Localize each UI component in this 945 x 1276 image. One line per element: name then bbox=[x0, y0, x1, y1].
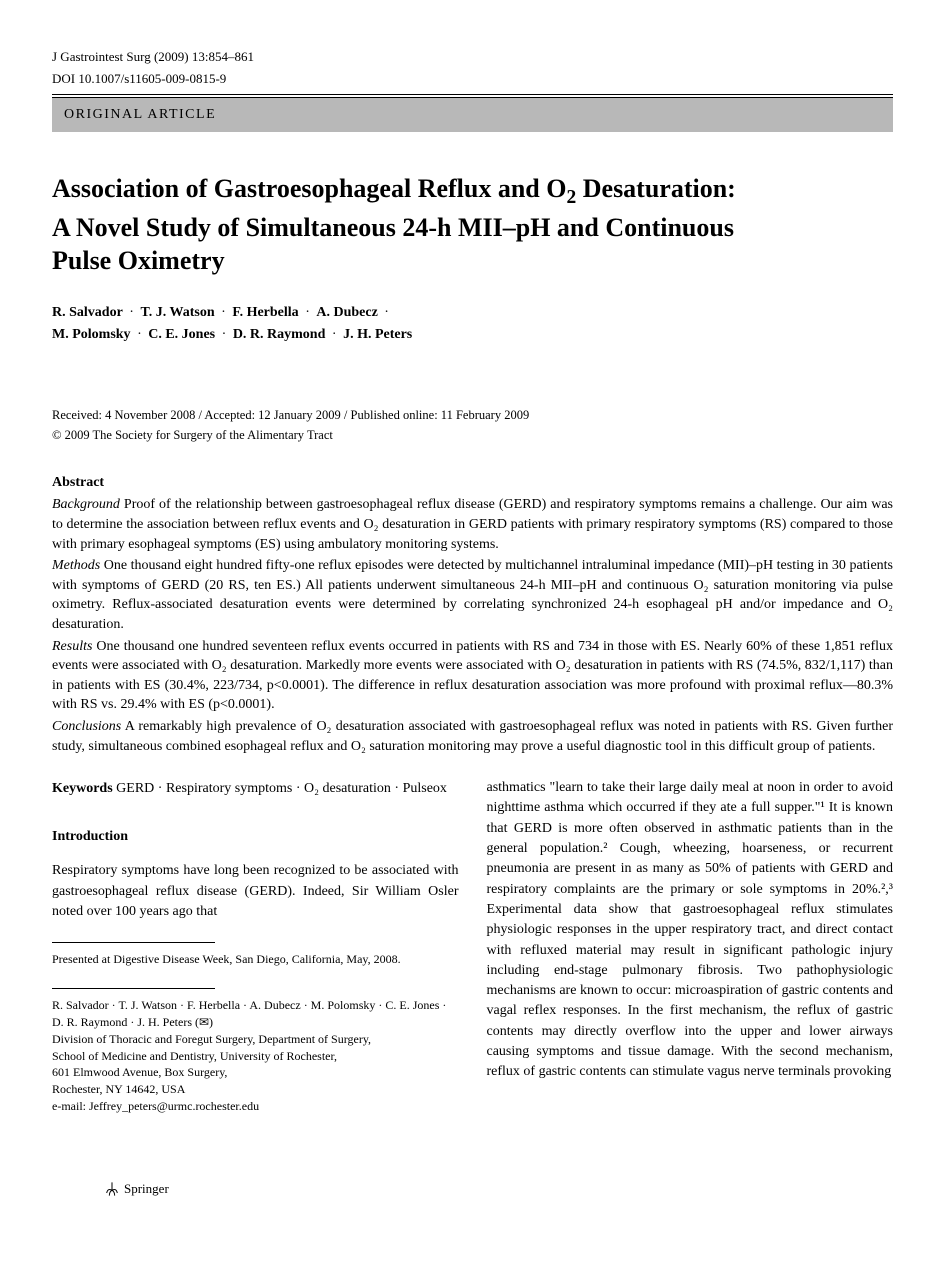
article-type-bar: ORIGINAL ARTICLE bbox=[52, 97, 893, 132]
title-sub: 2 bbox=[567, 187, 577, 208]
title-part1-suffix: Desaturation: bbox=[576, 174, 736, 203]
publisher-name: Springer bbox=[124, 1180, 169, 1198]
footnote-email: e-mail: Jeffrey_peters@urmc.rochester.ed… bbox=[52, 1098, 459, 1115]
footnote-rule-1 bbox=[52, 942, 215, 943]
title-part1: Association of Gastroesophageal Reflux a… bbox=[52, 174, 567, 203]
footnote-affiliation3: 601 Elmwood Avenue, Box Surgery, bbox=[52, 1064, 459, 1081]
footnote-rule-2 bbox=[52, 988, 215, 989]
abstract-methods: Methods One thousand eight hundred fifty… bbox=[52, 556, 893, 634]
footnote-affiliation2: School of Medicine and Dentistry, Univer… bbox=[52, 1048, 459, 1065]
title-line2: A Novel Study of Simultaneous 24-h MII–p… bbox=[52, 213, 734, 242]
right-column: asthmatics "learn to take their large da… bbox=[487, 758, 894, 1115]
footnote-affiliation4: Rochester, NY 14642, USA bbox=[52, 1081, 459, 1098]
introduction-heading: Introduction bbox=[52, 827, 459, 847]
abstract-results-label: Results bbox=[52, 639, 92, 654]
introduction-para-right: asthmatics "learn to take their large da… bbox=[487, 778, 894, 1082]
author: D. R. Raymond bbox=[233, 327, 326, 342]
author: J. H. Peters bbox=[343, 327, 412, 342]
footnote-presented: Presented at Digestive Disease Week, San… bbox=[52, 951, 459, 968]
introduction-para-left: Respiratory symptoms have long been reco… bbox=[52, 861, 459, 922]
footnote-authors: R. Salvador · T. J. Watson · F. Herbella… bbox=[52, 997, 459, 1031]
keywords-block: Keywords GERD · Respiratory symptoms · O… bbox=[52, 778, 459, 799]
abstract-results-text: One thousand one hundred seventeen reflu… bbox=[52, 639, 893, 713]
keywords-label: Keywords bbox=[52, 781, 113, 796]
article-title: Association of Gastroesophageal Reflux a… bbox=[52, 172, 893, 278]
author: M. Polomsky bbox=[52, 327, 131, 342]
author: A. Dubecz bbox=[316, 305, 377, 320]
abstract-heading: Abstract bbox=[52, 473, 893, 493]
dates-line: Received: 4 November 2008 / Accepted: 12… bbox=[52, 407, 893, 425]
copyright-line: © 2009 The Society for Surgery of the Al… bbox=[52, 427, 893, 445]
abstract-conclusions-text: A remarkably high prevalence of O₂ desat… bbox=[52, 719, 893, 754]
abstract-methods-text: One thousand eight hundred fifty-one ref… bbox=[52, 558, 893, 632]
keywords-text: GERD · Respiratory symptoms · O₂ desatur… bbox=[113, 781, 447, 796]
springer-icon bbox=[104, 1181, 120, 1197]
author: C. E. Jones bbox=[148, 327, 215, 342]
page-container: J Gastrointest Surg (2009) 13:854–861 DO… bbox=[52, 48, 893, 1228]
two-column-layout: Keywords GERD · Respiratory symptoms · O… bbox=[52, 758, 893, 1115]
author: R. Salvador bbox=[52, 305, 123, 320]
abstract-conclusions: Conclusions A remarkably high prevalence… bbox=[52, 717, 893, 756]
author: F. Herbella bbox=[232, 305, 298, 320]
abstract-conclusions-label: Conclusions bbox=[52, 719, 121, 734]
footnote-authors-line: R. Salvador · T. J. Watson · F. Herbella… bbox=[52, 998, 446, 1029]
journal-citation: J Gastrointest Surg (2009) 13:854–861 bbox=[52, 48, 893, 66]
author: T. J. Watson bbox=[140, 305, 214, 320]
abstract-background: Background Proof of the relationship bet… bbox=[52, 495, 893, 554]
publisher-logo: Springer bbox=[104, 1180, 169, 1198]
abstract-background-text: Proof of the relationship between gastro… bbox=[52, 497, 893, 551]
abstract-methods-label: Methods bbox=[52, 558, 100, 573]
abstract-results: Results One thousand one hundred sevente… bbox=[52, 637, 893, 715]
header-rule bbox=[52, 94, 893, 95]
authors-block: R. Salvador · T. J. Watson · F. Herbella… bbox=[52, 302, 893, 347]
title-line3: Pulse Oximetry bbox=[52, 246, 225, 275]
footnote-affiliation1: Division of Thoracic and Foregut Surgery… bbox=[52, 1031, 459, 1048]
abstract-background-label: Background bbox=[52, 497, 120, 512]
left-column: Keywords GERD · Respiratory symptoms · O… bbox=[52, 758, 459, 1115]
doi: DOI 10.1007/s11605-009-0815-9 bbox=[52, 70, 893, 88]
